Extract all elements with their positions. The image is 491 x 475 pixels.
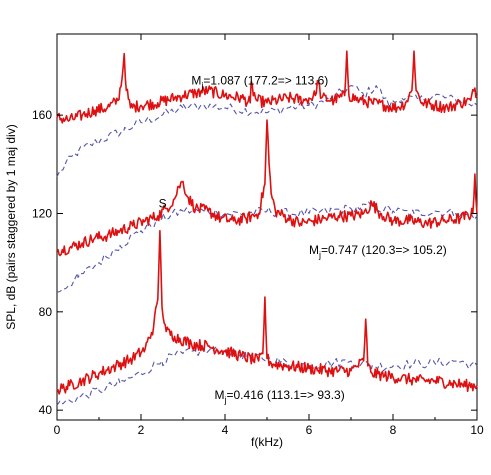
- x-tick-label: 6: [306, 423, 313, 437]
- y-tick-label: 80: [39, 305, 53, 319]
- comparison-spectrum-line: [56, 201, 478, 293]
- series-layer: [56, 50, 478, 406]
- x-tick-label: 0: [54, 423, 61, 437]
- measured-spectrum-line: [56, 229, 478, 395]
- stray-mark: S: [159, 196, 167, 210]
- x-tick-label: 8: [390, 423, 397, 437]
- comparison-spectrum-line: [56, 85, 478, 177]
- mach-annotation: Mj=1.087 (177.2=> 113.6): [191, 73, 328, 90]
- mach-annotation: Mj=0.747 (120.3=> 105.2): [309, 243, 447, 260]
- x-axis-title: f(kHz): [251, 435, 283, 449]
- tick-layer: 0 2 4 6 8 10 40 80 120 160: [32, 34, 484, 437]
- measured-spectrum-line: [56, 119, 478, 257]
- x-tick-label: 2: [138, 423, 145, 437]
- measured-spectrum-line: [56, 50, 478, 124]
- mach-annotation: Mj=0.416 (113.1=> 93.3): [215, 388, 345, 405]
- annotation-layer: Mj=1.087 (177.2=> 113.6) Mj=0.747 (120.3=…: [159, 73, 447, 405]
- x-tick-label: 10: [470, 423, 484, 437]
- y-tick-label: 120: [32, 206, 52, 220]
- y-axis-title: SPL, dB (pairs staggered by 1 maj div): [4, 124, 18, 329]
- y-tick-label: 40: [39, 403, 53, 417]
- x-tick-label: 4: [222, 423, 229, 437]
- y-tick-label: 160: [32, 108, 52, 122]
